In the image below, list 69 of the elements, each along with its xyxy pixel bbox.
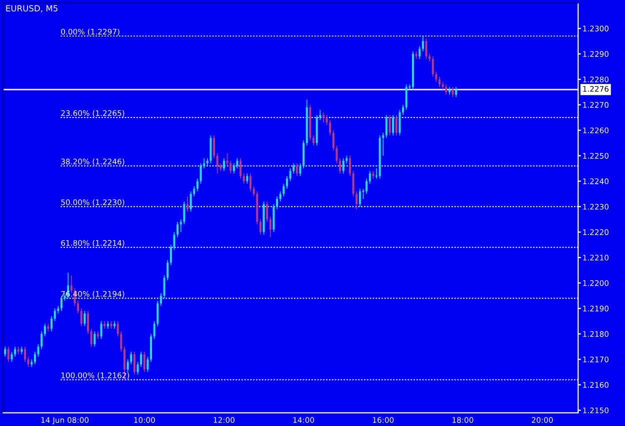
candlestick [176, 221, 179, 238]
candlestick [80, 308, 82, 327]
candlestick [240, 158, 242, 180]
candlestick [60, 295, 62, 312]
candlestick [286, 176, 288, 190]
candlestick [312, 134, 314, 146]
candlestick [452, 86, 454, 98]
candlestick [385, 114, 388, 138]
candlestick [94, 330, 96, 348]
candlestick [418, 46, 421, 60]
candlestick [358, 188, 361, 208]
candlestick [302, 140, 305, 169]
candlestick [405, 84, 408, 110]
candlestick [348, 155, 351, 177]
candlestick [422, 36, 424, 52]
candlestick [87, 310, 90, 334]
candlestick [160, 292, 162, 306]
candlestick [322, 112, 324, 124]
candlestick [210, 134, 212, 164]
candlestick [250, 173, 252, 192]
candlestick [14, 346, 16, 358]
candlestick [34, 351, 36, 365]
candlestick [296, 162, 298, 177]
chart-title: EURUSD, M5 [6, 5, 58, 12]
candlestick [242, 173, 245, 184]
candlestick [266, 201, 268, 222]
candlestick [276, 196, 278, 210]
candlestick [445, 84, 448, 96]
candlestick [398, 109, 401, 136]
candlestick [50, 316, 53, 332]
candlestick [7, 346, 10, 362]
candlestick [140, 351, 142, 368]
candlestick [289, 168, 292, 182]
candlestick [84, 310, 86, 327]
candlestick [402, 104, 404, 116]
candlestick [216, 152, 218, 174]
candlestick [196, 178, 198, 192]
candlestick [143, 351, 146, 373]
candlestick [54, 308, 56, 322]
candlestick [299, 162, 302, 177]
candlestick [77, 300, 80, 314]
candlestick [150, 333, 152, 362]
candlestick [342, 158, 344, 174]
candlestick [4, 346, 6, 358]
candlestick [100, 320, 102, 340]
candlestick [272, 204, 275, 233]
candlestick [269, 216, 272, 238]
candlestick [366, 178, 368, 194]
candlestick [213, 134, 216, 159]
candlestick [44, 323, 46, 337]
candlestick [24, 346, 26, 362]
candlestick [146, 356, 149, 373]
candlestick [392, 114, 394, 136]
candlestick [388, 114, 391, 136]
candlestick [368, 170, 371, 184]
candlestick [200, 162, 202, 184]
candlestick [232, 162, 235, 174]
candlestick [259, 218, 262, 236]
candlestick [438, 76, 441, 88]
candlestick [455, 86, 458, 98]
candlestick [90, 328, 92, 348]
candlestick [186, 196, 188, 212]
candlestick [246, 173, 248, 184]
candlestick [190, 190, 192, 212]
candlestick [222, 158, 225, 172]
candlestick [339, 158, 342, 174]
candlestick [395, 114, 398, 136]
candlestick [27, 356, 30, 368]
candlestick [133, 351, 136, 376]
